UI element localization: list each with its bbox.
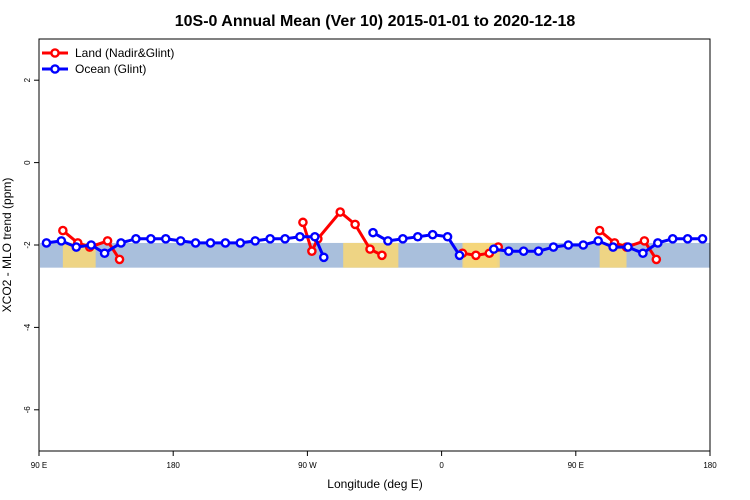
x-tick-label: 180	[703, 461, 717, 470]
data-point	[623, 242, 633, 252]
data-point	[250, 236, 261, 246]
data-point	[298, 217, 308, 228]
data-point	[71, 242, 82, 252]
y-tick-label: 2	[23, 77, 32, 82]
legend-marker	[50, 64, 60, 74]
data-point	[146, 234, 156, 244]
data-point	[116, 238, 126, 248]
data-point	[280, 234, 290, 244]
data-point	[368, 227, 378, 238]
data-point	[335, 207, 346, 217]
y-tick-label: -4	[23, 323, 32, 331]
data-point	[667, 234, 678, 244]
data-point	[99, 248, 110, 259]
data-point	[190, 238, 201, 248]
y-tick-label: -2	[23, 241, 32, 249]
data-point	[682, 234, 693, 244]
data-point	[488, 244, 499, 254]
legend-label: Land (Nadir&Glint)	[75, 46, 174, 60]
data-point	[697, 234, 708, 244]
x-tick-label: 180	[167, 461, 181, 470]
legend-marker	[50, 48, 60, 58]
data-point	[86, 240, 96, 250]
data-point	[56, 236, 67, 246]
x-tick-label: 90 W	[298, 461, 317, 470]
data-point	[220, 238, 231, 248]
data-point	[639, 236, 650, 246]
data-point	[319, 252, 329, 263]
data-point	[578, 240, 589, 250]
series-layer	[41, 207, 708, 265]
x-axis-label: Longitude (deg E)	[327, 477, 422, 491]
data-point	[365, 244, 375, 254]
data-point	[593, 236, 603, 246]
data-point	[442, 231, 453, 242]
data-point	[608, 242, 618, 252]
chart-title: 10S-0 Annual Mean (Ver 10) 2015-01-01 to…	[175, 13, 576, 30]
data-point	[548, 242, 559, 252]
data-point	[383, 236, 393, 246]
data-point	[102, 236, 113, 246]
data-point	[131, 234, 141, 244]
data-point	[377, 250, 387, 261]
x-axis: 90 E 180 90 W 0 90 E 180	[31, 451, 717, 470]
data-point	[638, 248, 648, 259]
legend: Land (Nadir&Glint) Ocean (Glint)	[42, 46, 174, 76]
data-point	[533, 246, 544, 256]
data-point	[427, 229, 438, 240]
data-point	[58, 225, 68, 236]
data-point	[295, 231, 305, 242]
data-point	[307, 246, 317, 256]
data-point	[114, 254, 125, 265]
x-tick-label: 0	[439, 461, 444, 470]
data-point	[518, 246, 529, 256]
legend-label: Ocean (Glint)	[75, 62, 146, 76]
data-point	[594, 225, 605, 236]
data-point	[653, 238, 663, 248]
x-tick-label: 90 E	[568, 461, 584, 470]
data-point	[454, 250, 465, 261]
x-tick-label: 90 E	[31, 461, 47, 470]
data-point	[265, 234, 275, 244]
data-point	[503, 246, 514, 256]
y-tick-label: -6	[23, 406, 32, 414]
data-point	[41, 238, 52, 248]
data-point	[563, 240, 574, 250]
data-point	[471, 250, 481, 261]
data-point	[205, 238, 216, 248]
data-point	[160, 234, 171, 244]
data-point	[175, 236, 186, 246]
data-point	[350, 219, 360, 230]
y-axis-label: XCO2 - MLO trend (ppm)	[0, 178, 14, 313]
y-tick-label: 0	[23, 160, 32, 165]
y-axis: 2 0 -2 -4 -6	[23, 77, 39, 413]
data-point	[651, 254, 662, 265]
data-point	[398, 234, 408, 244]
data-point	[235, 238, 246, 248]
data-point	[310, 231, 320, 242]
data-point	[412, 231, 423, 242]
